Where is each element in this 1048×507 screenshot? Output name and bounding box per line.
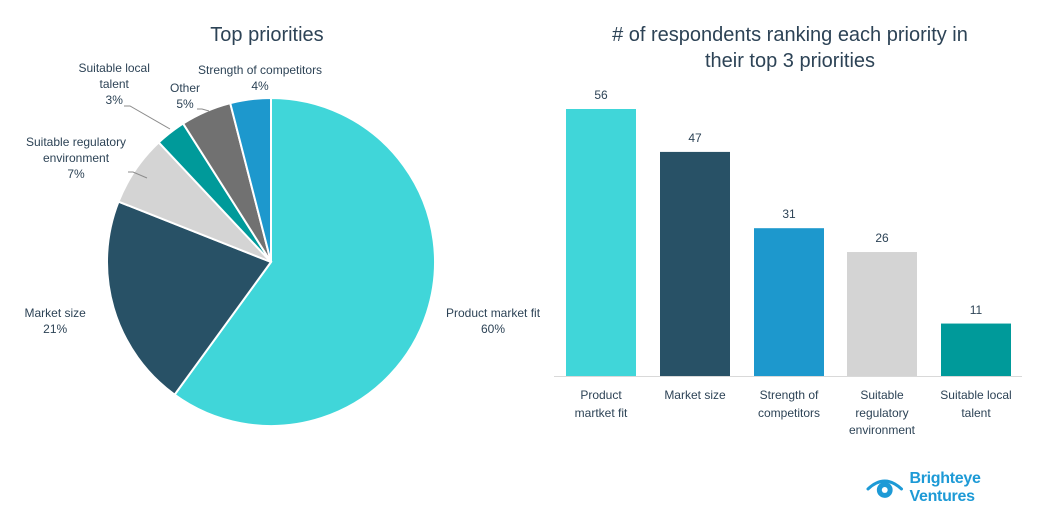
leader-line-suitable-local-talent (124, 105, 171, 130)
x-tick-label-product-martket-fit: Product martket fit (551, 387, 651, 422)
bar-strength-of-competitors (754, 228, 824, 376)
pie-slice-market-size (106, 200, 273, 397)
bar-data-label: 26 (875, 231, 889, 246)
x-tick-label-suitable-local-talent: Suitable local talent (926, 387, 1026, 422)
pie-value-label: 4% (251, 79, 269, 93)
pie-value-label: 3% (105, 93, 123, 107)
pie-value-label: 5% (176, 97, 194, 111)
pie-label-suitable-regulatory-environment: Suitable regulatory environment 7% (26, 134, 126, 182)
bar-data-label: 31 (782, 207, 796, 222)
x-tick-label-line: regulatory (855, 405, 909, 420)
x-tick-label-suitable-regulatory-environment: Suitable regulatory environment (832, 387, 932, 440)
x-tick-label-line: Suitable local (940, 388, 1012, 402)
pie-label-suitable-local-talent: Suitable local talent 3% (79, 60, 150, 108)
pie-chart (106, 96, 436, 427)
eye-icon (866, 479, 903, 498)
bar-data-label: 56 (594, 88, 608, 102)
pie-category-label: environment (43, 151, 110, 165)
bar-product-martket-fit (566, 109, 636, 376)
pie-category-label: Market size (24, 306, 86, 320)
x-tick-label-line: competitors (757, 405, 821, 420)
pie-category-label: Suitable regulatory (26, 135, 127, 149)
pie-label-other: Other 5% (170, 80, 200, 112)
brand-logo: Brighteye Ventures (866, 470, 1048, 506)
bar-chart-title: # of respondents ranking each priority i… (560, 22, 1020, 74)
leader-line-other (197, 108, 210, 112)
bar-chart-title-line-2: their top 3 priorities (704, 50, 876, 72)
pie-category-label: Strength of competitors (198, 63, 323, 77)
x-tick-label-line: Strength of (759, 388, 819, 402)
bar-suitable-local-talent (941, 323, 1011, 376)
pie-slice-strength-of-competitors (228, 96, 272, 263)
bar-data-label: 11 (969, 302, 983, 317)
pie-label-market-size: Market size 21% (25, 305, 86, 337)
pie-label-product-market-fit: Product market fit 60% (446, 305, 540, 337)
x-tick-label-strength-of-competitors: Strength of competitors (739, 387, 839, 422)
x-tick-label-market-size: Market size (645, 387, 745, 405)
pie-value-label: 21% (43, 322, 68, 336)
bar-data-label: 47 (688, 130, 702, 145)
bar-suitable-regulatory-environment (847, 252, 917, 376)
pie-category-label: Product market fit (446, 306, 541, 320)
bar-chart-title-line-1: # of respondents ranking each priority i… (612, 24, 968, 46)
x-tick-label-line: Product (580, 388, 622, 402)
pie-value-label: 60% (481, 322, 506, 336)
pie-category-label: Other (170, 81, 201, 95)
leader-line-suitable-regulatory-environment (128, 171, 148, 179)
pie-category-label: talent (99, 77, 129, 91)
brand-name: Brighteye Ventures (909, 470, 981, 505)
x-tick-label-line: environment (848, 423, 916, 437)
pie-value-label: 7% (67, 167, 85, 181)
x-tick-label-line: Market size (664, 388, 726, 402)
x-tick-label-line: Suitable (860, 388, 904, 402)
pie-label-strength-of-competitors: Strength of competitors 4% (198, 62, 322, 94)
x-tick-label-line: martket fit (574, 405, 628, 420)
pie-slice-product-market-fit (173, 96, 436, 427)
bar-market-size (660, 151, 730, 376)
pie-chart-title: Top priorities (210, 24, 324, 46)
x-tick-label-line: talent (961, 405, 991, 420)
pie-category-label: Suitable local (78, 61, 150, 75)
